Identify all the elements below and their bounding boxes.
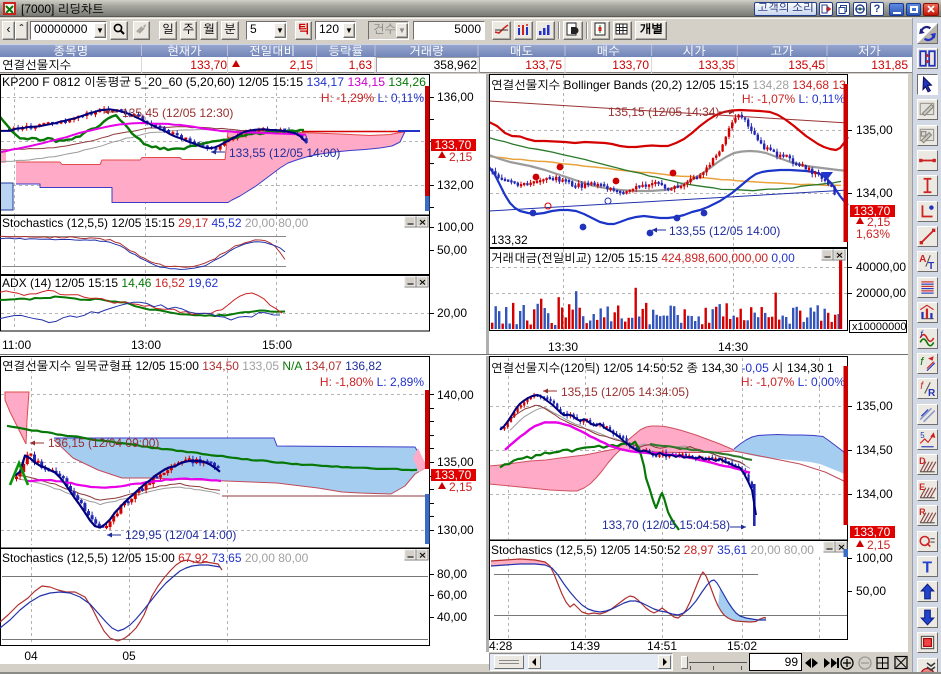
svg-text:ADX (14) 12/05 15:15 14,46 16,: ADX (14) 12/05 15:15 14,46 16,52 19,62	[2, 278, 219, 290]
svg-text:140,00: 140,00	[437, 390, 474, 402]
svg-text:14:51: 14:51	[647, 641, 677, 652]
svg-text:전일대비: 전일대비	[249, 45, 295, 58]
svg-text:135,00: 135,00	[856, 401, 893, 413]
svg-text:f: f	[920, 381, 924, 392]
svg-text:5: 5	[920, 432, 925, 440]
svg-text:40,00: 40,00	[437, 612, 467, 624]
svg-text:13:30: 13:30	[548, 342, 578, 354]
svg-text:거래대금(전일비교) 12/05 15:15 424,898: 거래대금(전일비교) 12/05 15:15 424,898,600,000,0…	[491, 252, 795, 265]
svg-text:100,00: 100,00	[437, 222, 474, 234]
svg-text:14:39: 14:39	[570, 641, 600, 652]
svg-text:KP200 F 0812 이동평균 5_20_60 (5,2: KP200 F 0812 이동평균 5_20_60 (5,20,60) 12/0…	[2, 76, 426, 89]
svg-text:2,15: 2,15	[449, 482, 473, 494]
svg-text:133,70: 133,70	[435, 470, 472, 482]
svg-text:133,55 (12/05 14:00): 133,55 (12/05 14:00)	[669, 226, 780, 238]
svg-text:40000,00: 40000,00	[856, 262, 906, 274]
svg-text:129,95 (12/04 14:00): 129,95 (12/04 14:00)	[125, 530, 236, 542]
svg-text:14:30: 14:30	[718, 342, 748, 354]
svg-text:현재가: 현재가	[167, 45, 202, 58]
svg-text:133,55 (12/05 14:00): 133,55 (12/05 14:00)	[229, 148, 340, 160]
svg-text:2,15: 2,15	[449, 152, 473, 164]
svg-text:H: -1,07% L: 0,00%: H: -1,07% L: 0,00%	[741, 377, 845, 389]
svg-text:H: -1,29% L: 0,11%: H: -1,29% L: 0,11%	[321, 93, 425, 105]
svg-text:T: T	[922, 561, 932, 576]
svg-text:133,70: 133,70	[612, 60, 649, 72]
svg-text:고가: 고가	[771, 45, 794, 58]
svg-text:A: A	[919, 254, 926, 265]
svg-text:135,45 (12/05 12:30): 135,45 (12/05 12:30)	[122, 108, 233, 120]
svg-text:136,15 (12/04 09:00): 136,15 (12/04 09:00)	[48, 438, 159, 450]
svg-text:연결선물지수 일목균형표 12/05 15:00 134,5: 연결선물지수 일목균형표 12/05 15:00 134,50 133,05 N…	[2, 359, 382, 373]
svg-text:15:00: 15:00	[262, 340, 292, 352]
svg-text:135,45: 135,45	[788, 60, 825, 72]
svg-text:60,00: 60,00	[437, 590, 467, 602]
svg-text:시가: 시가	[683, 45, 706, 58]
svg-text:11:00: 11:00	[2, 340, 31, 352]
svg-text:133,70: 133,70	[854, 527, 891, 539]
svg-text:종목명: 종목명	[53, 45, 88, 58]
svg-text:04: 04	[24, 651, 38, 663]
svg-text:133,32: 133,32	[491, 235, 528, 247]
svg-text:등락률: 등락률	[328, 45, 363, 58]
svg-text:100,00: 100,00	[856, 553, 893, 565]
svg-text:50,00: 50,00	[437, 245, 467, 257]
svg-text:50,00: 50,00	[856, 586, 886, 598]
svg-text:H: -1,80% L: 2,89%: H: -1,80% L: 2,89%	[320, 377, 424, 389]
svg-text:132,00: 132,00	[437, 180, 474, 192]
svg-text:거래량: 거래량	[409, 45, 444, 58]
svg-text:매도: 매도	[510, 45, 533, 58]
svg-text:연결선물지수 Bollinger Bands (20,2): 연결선물지수 Bollinger Bands (20,2) 12/05 15:1…	[491, 79, 879, 92]
svg-text:133,35: 133,35	[698, 60, 735, 72]
svg-text:133,70: 133,70	[854, 206, 891, 218]
svg-text:저가: 저가	[858, 45, 881, 58]
svg-text:80,00: 80,00	[437, 569, 467, 581]
svg-text:연결선물지수: 연결선물지수	[2, 59, 71, 72]
svg-text:133,70 (12/05 15:04:58): 133,70 (12/05 15:04:58)	[602, 520, 730, 532]
svg-text:Stochastics (12,5,5) 12/05 15:: Stochastics (12,5,5) 12/05 15:00 67,92 7…	[2, 553, 309, 565]
svg-text:134,00: 134,00	[856, 489, 893, 501]
svg-text:2,15: 2,15	[867, 540, 891, 552]
svg-text:358,962: 358,962	[434, 60, 478, 72]
svg-text:D: D	[919, 457, 926, 466]
svg-text:135,15 (12/05 14:34): 135,15 (12/05 14:34)	[608, 107, 719, 119]
svg-text:1,63: 1,63	[349, 60, 373, 72]
svg-text:135,00: 135,00	[437, 457, 474, 469]
svg-text:2,15: 2,15	[867, 217, 891, 229]
svg-text:1,63%: 1,63%	[856, 229, 890, 241]
svg-text:E: E	[919, 483, 925, 492]
svg-text:130,00: 130,00	[437, 525, 474, 537]
svg-text:13:00: 13:00	[131, 340, 161, 352]
svg-text:Stochastics (12,5,5) 12/05 14:: Stochastics (12,5,5) 12/05 14:50:52 28,9…	[491, 545, 814, 557]
svg-text:20000,00: 20000,00	[856, 288, 906, 300]
svg-text:20,00: 20,00	[437, 308, 467, 320]
svg-text:133,70: 133,70	[190, 60, 227, 72]
svg-text:2,15: 2,15	[290, 60, 314, 72]
svg-text:131,85: 131,85	[871, 60, 908, 72]
svg-text:135,00: 135,00	[856, 125, 893, 137]
svg-text:136,00: 136,00	[437, 92, 474, 104]
svg-text:Stochastics (12,5,5) 12/05 15:: Stochastics (12,5,5) 12/05 15:15 29,17 4…	[2, 218, 309, 230]
svg-text:15:02: 15:02	[727, 641, 757, 652]
svg-text:연결선물지수(120틱) 12/05 14:50:52 종: 연결선물지수(120틱) 12/05 14:50:52 종 134,30 -0,…	[491, 362, 834, 375]
svg-text:05: 05	[122, 651, 136, 663]
svg-text:R: R	[919, 508, 926, 517]
svg-text:f: f	[920, 357, 925, 368]
svg-text:f: f	[920, 330, 924, 339]
svg-text:4:28: 4:28	[489, 641, 513, 652]
svg-text:T: T	[928, 261, 935, 271]
svg-text:x10000000: x10000000	[852, 322, 906, 333]
svg-text:135,15 (12/05 14:34:05): 135,15 (12/05 14:34:05)	[561, 387, 689, 399]
svg-text:134,00: 134,00	[856, 188, 893, 200]
svg-text:134,50: 134,50	[856, 445, 893, 457]
svg-text:H: -1,07% L: 0,11%: H: -1,07% L: 0,11%	[742, 94, 846, 106]
svg-text:133,75: 133,75	[525, 60, 562, 72]
svg-text:매수: 매수	[597, 45, 620, 58]
svg-text:133,70: 133,70	[435, 140, 472, 152]
svg-text:R: R	[928, 388, 936, 398]
